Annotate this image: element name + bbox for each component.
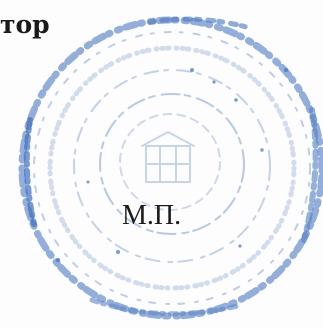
seal-ink-left <box>23 117 37 227</box>
seal-middle-ring <box>73 69 271 263</box>
seal-ink-bottom <box>89 297 241 317</box>
seal-outer-ring <box>18 16 323 320</box>
seal-inner-ring <box>99 93 245 235</box>
seal-ink-specks <box>55 68 288 263</box>
seal-ink-top <box>147 16 253 31</box>
seal-emblem <box>141 130 195 183</box>
seal-caption: М.П. <box>122 200 182 231</box>
seal-ink-right <box>301 107 319 243</box>
seal-text-band <box>47 45 297 291</box>
seal-core-ring <box>119 113 221 211</box>
seal-outer-inner-ring <box>33 31 311 305</box>
heading-fragment: тор <box>0 10 50 39</box>
